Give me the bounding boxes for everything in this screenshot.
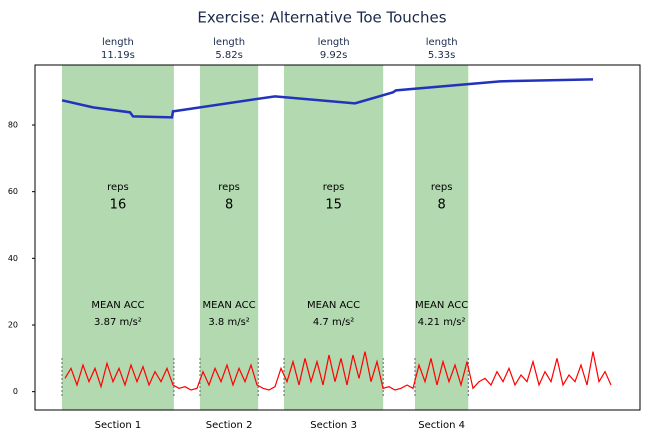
- acc-label: MEAN ACC: [415, 300, 468, 311]
- reps-label: reps: [107, 182, 129, 193]
- section-shade: [200, 65, 259, 410]
- y-tick-label: 40: [8, 254, 18, 263]
- length-label: length: [426, 37, 458, 48]
- acc-value: 3.87 m/s²: [94, 317, 142, 328]
- section-shade: [62, 65, 174, 410]
- acc-label: MEAN ACC: [91, 300, 144, 311]
- section-name: Section 3: [310, 420, 357, 431]
- length-value: 11.19s: [101, 50, 135, 61]
- acc-value: 4.7 m/s²: [313, 317, 354, 328]
- section-shade: [284, 65, 384, 410]
- acc-label: MEAN ACC: [203, 300, 256, 311]
- series-line: [64, 351, 612, 391]
- reps-label: reps: [218, 182, 240, 193]
- y-tick-label: 80: [8, 121, 18, 130]
- sections: [62, 65, 469, 410]
- section-name: Section 2: [206, 420, 253, 431]
- reps-value: 8: [438, 198, 446, 213]
- acc-value: 3.8 m/s²: [208, 317, 249, 328]
- reps-label: reps: [431, 182, 453, 193]
- section-name: Section 1: [95, 420, 142, 431]
- length-value: 5.82s: [215, 50, 242, 61]
- length-label: length: [102, 37, 134, 48]
- length-label: length: [318, 37, 350, 48]
- length-value: 9.92s: [320, 50, 347, 61]
- reps-value: 16: [110, 198, 127, 213]
- y-tick-label: 60: [8, 187, 18, 196]
- chart-title: Exercise: Alternative Toe Touches: [197, 9, 446, 27]
- length-label: length: [213, 37, 245, 48]
- section-shade: [415, 65, 469, 410]
- plot-frame: [34, 64, 641, 411]
- length-value: 5.33s: [428, 50, 455, 61]
- reps-label: reps: [323, 182, 345, 193]
- acc-label: MEAN ACC: [307, 300, 360, 311]
- reps-value: 15: [325, 198, 342, 213]
- series-line: [61, 78, 594, 119]
- section-name: Section 4: [418, 420, 465, 431]
- acc-value: 4.21 m/s²: [418, 317, 466, 328]
- reps-value: 8: [225, 198, 233, 213]
- y-tick-label: 0: [13, 387, 18, 396]
- y-tick-label: 20: [8, 321, 18, 330]
